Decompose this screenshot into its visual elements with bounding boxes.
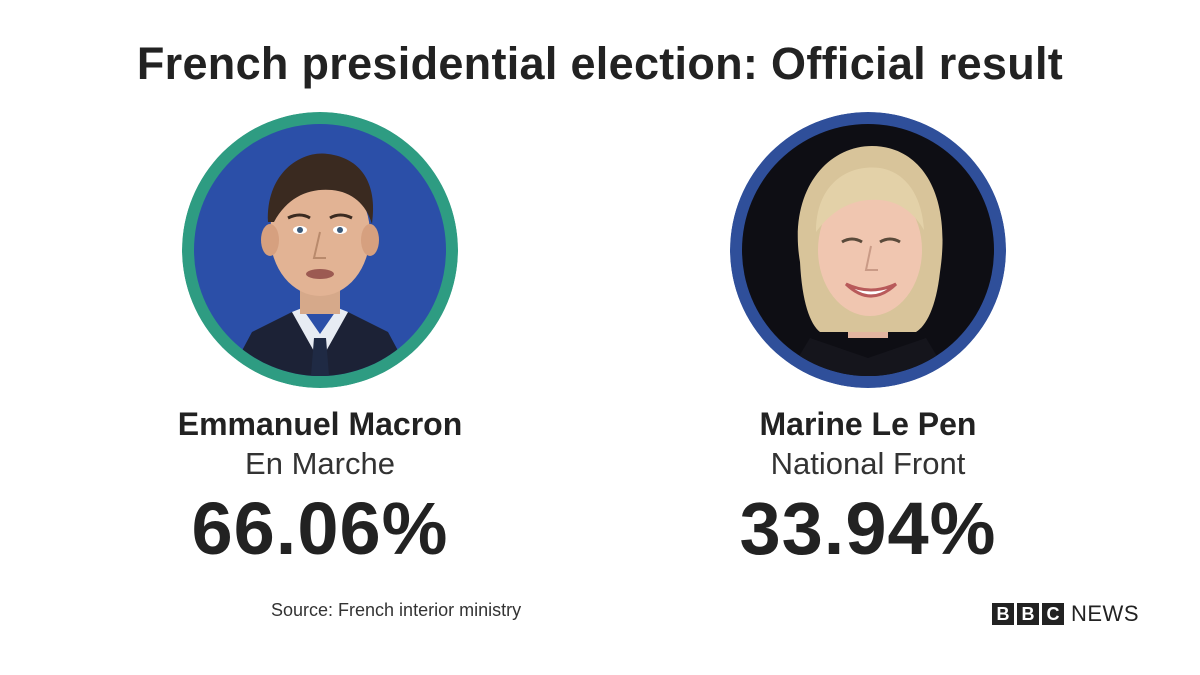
portrait-illustration-macron [182,112,458,388]
candidate-name: Marine Le Pen [759,406,977,442]
candidate-photo-macron [182,112,458,388]
source-note: Source: French interior ministry [271,600,522,620]
candidate-vote-share: 33.94% [739,487,997,570]
bbc-logo-block: B [1017,603,1039,625]
bbc-news-logo: B B C NEWS [992,601,1139,627]
bbc-logo-news-word: NEWS [1071,601,1139,626]
candidate-card-le-pen: Marine Le Pen National Front 33.94% [648,112,1088,574]
page-title: French presidential election: Official r… [136,38,1064,89]
candidate-party: National Front [770,446,966,481]
candidate-photo-le-pen [730,112,1006,388]
portrait-illustration-le-pen [730,112,1006,388]
candidate-vote-share: 66.06% [191,487,449,570]
candidate-card-macron: Emmanuel Macron En Marche 66.06% [100,112,540,574]
bbc-logo-block: B [992,603,1014,625]
bbc-logo-block: C [1042,603,1064,625]
candidate-party: En Marche [245,446,395,481]
candidate-name: Emmanuel Macron [177,406,463,442]
